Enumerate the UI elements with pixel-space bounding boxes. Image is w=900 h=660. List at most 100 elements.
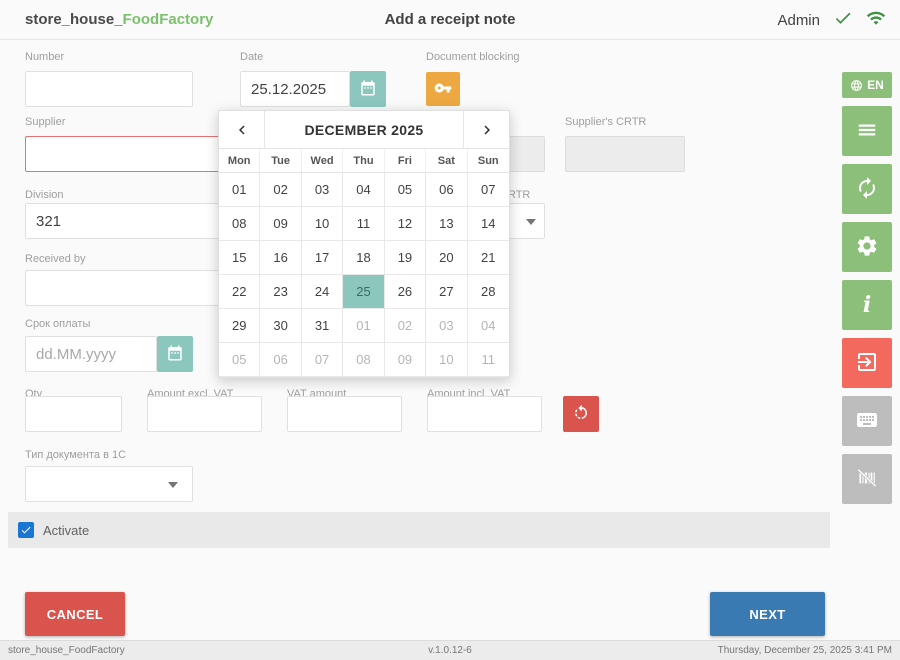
calendar-day-cell[interactable]: 15 (219, 241, 261, 275)
amount-incl-vat-input[interactable] (427, 396, 542, 432)
calendar-day-cell[interactable]: 21 (467, 241, 509, 275)
received-by-label: Received by (25, 253, 86, 265)
sync-icon (855, 176, 879, 203)
footer-app-name: store_house_FoodFactory (8, 645, 125, 656)
date-input[interactable] (240, 71, 350, 107)
caret-down-icon (168, 482, 178, 488)
calendar-day-cell[interactable]: 17 (301, 241, 344, 275)
language-button[interactable]: EN (842, 72, 892, 98)
calendar-day-cell[interactable]: 02 (260, 173, 302, 207)
barcode-disabled-button[interactable] (842, 454, 892, 504)
calendar-day-cell[interactable]: 03 (301, 173, 344, 207)
calendar-day-cell[interactable]: 18 (343, 241, 385, 275)
app-title-prefix: store_house_ (25, 11, 123, 28)
calendar-day-cell[interactable]: 11 (343, 207, 385, 241)
activate-checkbox[interactable] (18, 522, 34, 538)
admin-username: Admin (777, 11, 820, 29)
calendar-day-cell[interactable]: 22 (219, 275, 261, 309)
calendar-day-cell[interactable]: 01 (343, 309, 385, 343)
calendar-icon (166, 344, 184, 365)
calendar-day-cell[interactable]: 05 (219, 343, 261, 377)
keyboard-button[interactable] (842, 396, 892, 446)
calendar-day-cell[interactable]: 01 (219, 173, 261, 207)
check-icon (833, 8, 853, 33)
calendar-day-cell[interactable]: 06 (260, 343, 302, 377)
barcode-off-icon (854, 465, 880, 494)
calendar-prev-button[interactable] (219, 111, 265, 148)
calendar-day-cell[interactable]: 23 (260, 275, 302, 309)
footer-version: v.1.0.12-6 (428, 645, 472, 656)
calendar-day-cell[interactable]: 06 (426, 173, 468, 207)
caret-down-icon (526, 219, 536, 225)
calendar-month-title: DECEMBER 2025 (304, 121, 424, 138)
globe-icon (850, 79, 863, 92)
calendar-day-cell[interactable]: 08 (343, 343, 385, 377)
vat-amount-input[interactable] (287, 396, 402, 432)
calendar-day-cell[interactable]: 19 (384, 241, 427, 275)
app-title-suffix: FoodFactory (122, 11, 214, 28)
doc-type-dropdown[interactable] (25, 466, 193, 502)
number-label: Number (25, 51, 65, 63)
payment-due-picker-button[interactable] (157, 336, 193, 372)
document-blocking-button[interactable] (426, 72, 460, 106)
calendar-day-cell[interactable]: 04 (343, 173, 385, 207)
logout-icon (855, 350, 879, 377)
calendar-day-cell[interactable]: 03 (426, 309, 468, 343)
activate-label: Activate (43, 522, 90, 538)
document-blocking-label: Document blocking (426, 51, 520, 63)
calendar-day-cell[interactable]: 31 (301, 309, 344, 343)
calendar-day-cell[interactable]: 28 (467, 275, 509, 309)
calendar-day-cell[interactable]: 09 (260, 207, 302, 241)
sync-button[interactable] (842, 164, 892, 214)
supplier-label: Supplier (25, 116, 66, 128)
calendar-day-cell[interactable]: 16 (260, 241, 302, 275)
division-label: Division (25, 189, 64, 201)
calendar-nav: DECEMBER 2025 (219, 111, 509, 149)
calendar-day-cell[interactable]: 29 (219, 309, 261, 343)
menu-button[interactable] (842, 106, 892, 156)
calendar-day-cell[interactable]: 09 (384, 343, 427, 377)
chevron-left-icon (238, 125, 245, 134)
calendar-day-cell[interactable]: 25 (343, 275, 385, 309)
calendar-day-cell[interactable]: 26 (384, 275, 427, 309)
payment-due-label: Срок оплаты (25, 318, 91, 330)
calendar-day-cell[interactable]: 13 (426, 207, 468, 241)
calendar-day-cell[interactable]: 30 (260, 309, 302, 343)
calendar-day-cell[interactable]: 10 (426, 343, 468, 377)
rotate-left-icon (572, 404, 590, 425)
qty-input[interactable] (25, 396, 122, 432)
cancel-button[interactable]: CANCEL (25, 592, 125, 636)
check-icon (21, 526, 31, 534)
calendar-next-button[interactable] (463, 111, 509, 148)
calendar-dayname: Mon (219, 149, 261, 172)
amount-excl-vat-input[interactable] (147, 396, 262, 432)
calendar-day-cell[interactable]: 02 (384, 309, 427, 343)
admin-group: Admin (777, 0, 886, 40)
settings-button[interactable] (842, 222, 892, 272)
calendar-day-cell[interactable]: 27 (426, 275, 468, 309)
date-picker-button[interactable] (350, 71, 386, 107)
calendar-day-cell[interactable]: 04 (467, 309, 509, 343)
next-button[interactable]: NEXT (710, 592, 825, 636)
calendar-day-cell[interactable]: 14 (467, 207, 509, 241)
calendar-day-cell[interactable]: 08 (219, 207, 261, 241)
activate-bar: Activate (8, 512, 830, 548)
calendar-dayname: Sun (477, 154, 499, 167)
logout-button[interactable] (842, 338, 892, 388)
calendar-popup: DECEMBER 2025 Mon Tue Wed Thu Fri Sat Sun 01 02… (218, 110, 510, 378)
doc-type-label: Тип документа в 1С (25, 449, 127, 461)
calendar-day-cell[interactable]: 20 (426, 241, 468, 275)
payment-due-input[interactable] (25, 336, 157, 372)
info-button[interactable]: i (842, 280, 892, 330)
recalculate-button[interactable] (563, 396, 599, 432)
calendar-day-cell[interactable]: 10 (301, 207, 344, 241)
calendar-day-cell[interactable]: 05 (384, 173, 427, 207)
calendar-day-cell[interactable]: 12 (384, 207, 427, 241)
calendar-day-cell[interactable]: 11 (467, 343, 509, 377)
calendar-day-cell[interactable]: 07 (467, 173, 509, 207)
app-title: store_house_FoodFactory (25, 0, 213, 40)
calendar-day-cell[interactable]: 07 (301, 343, 344, 377)
number-input[interactable] (25, 71, 193, 107)
calendar-day-cell[interactable]: 24 (301, 275, 344, 309)
calendar-daynames: Mon Tue Wed Thu Fri Sat Sun (219, 149, 509, 173)
